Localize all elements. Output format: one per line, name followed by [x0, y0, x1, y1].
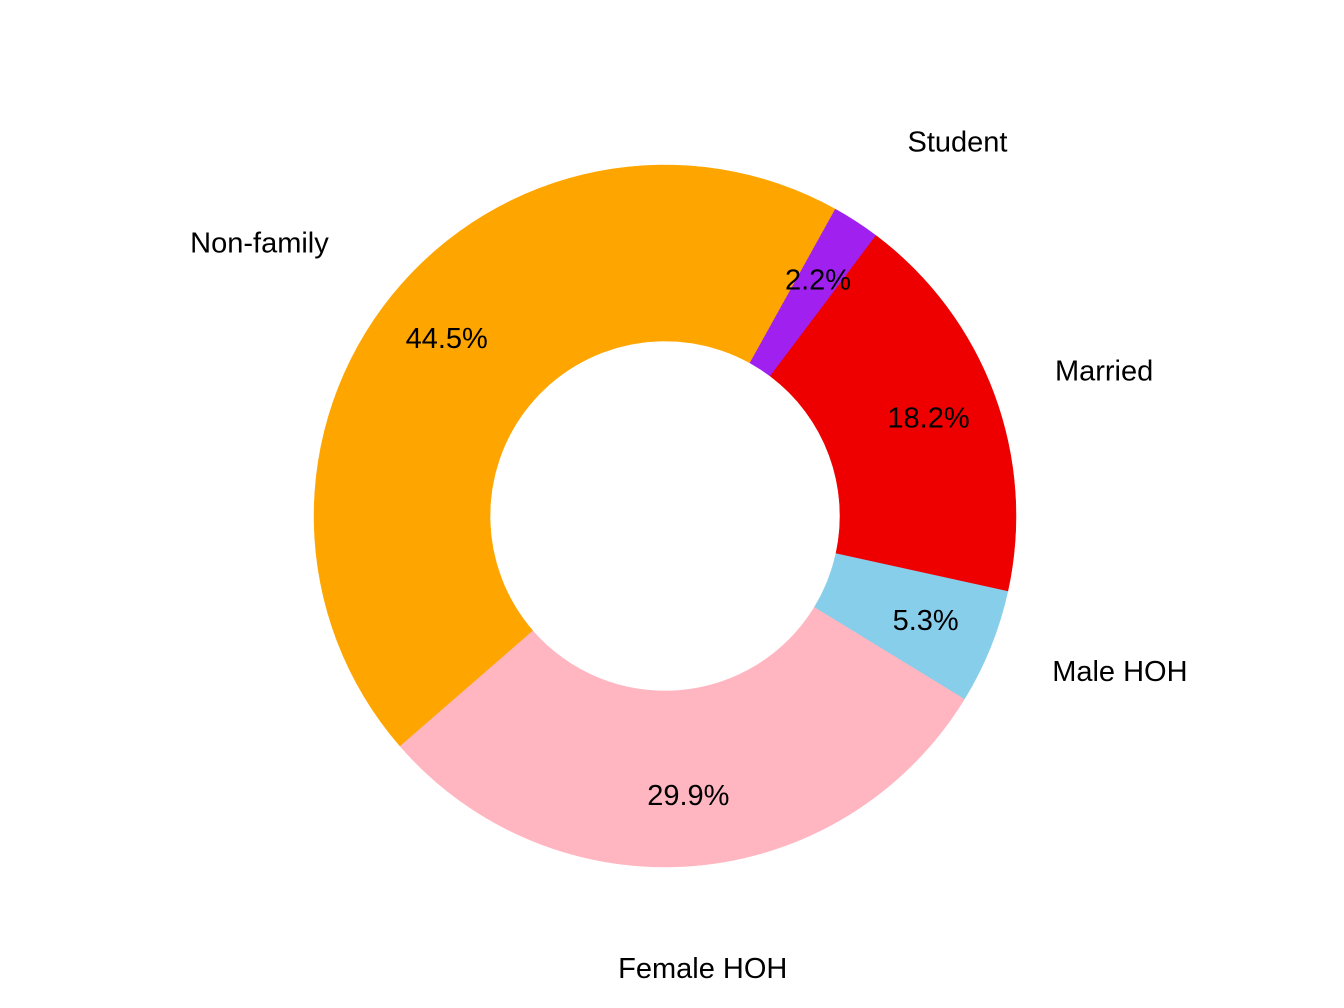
percent-label-married: 18.2%	[887, 402, 969, 434]
category-label-female-hoh: Female HOH	[618, 953, 787, 985]
percent-label-female-hoh: 29.9%	[647, 780, 729, 812]
category-label-student: Student	[908, 127, 1008, 159]
slice-female-hoh	[399, 607, 965, 868]
category-labels: Non-family Student Married Male HOH Female H…	[190, 127, 1187, 986]
category-label-non-family: Non-family	[190, 228, 329, 260]
donut-slices	[313, 164, 1017, 868]
percent-label-male-hoh: 5.3%	[893, 605, 959, 637]
percent-label-student: 2.2%	[785, 264, 851, 296]
percent-label-non-family: 44.5%	[406, 323, 488, 355]
slice-non-family	[313, 164, 836, 747]
category-label-male-hoh: Male HOH	[1052, 656, 1187, 688]
slice-married	[769, 235, 1017, 592]
percent-labels: 44.5% 2.2% 18.2% 5.3% 29.9%	[406, 264, 970, 812]
category-label-married: Married	[1055, 356, 1153, 388]
